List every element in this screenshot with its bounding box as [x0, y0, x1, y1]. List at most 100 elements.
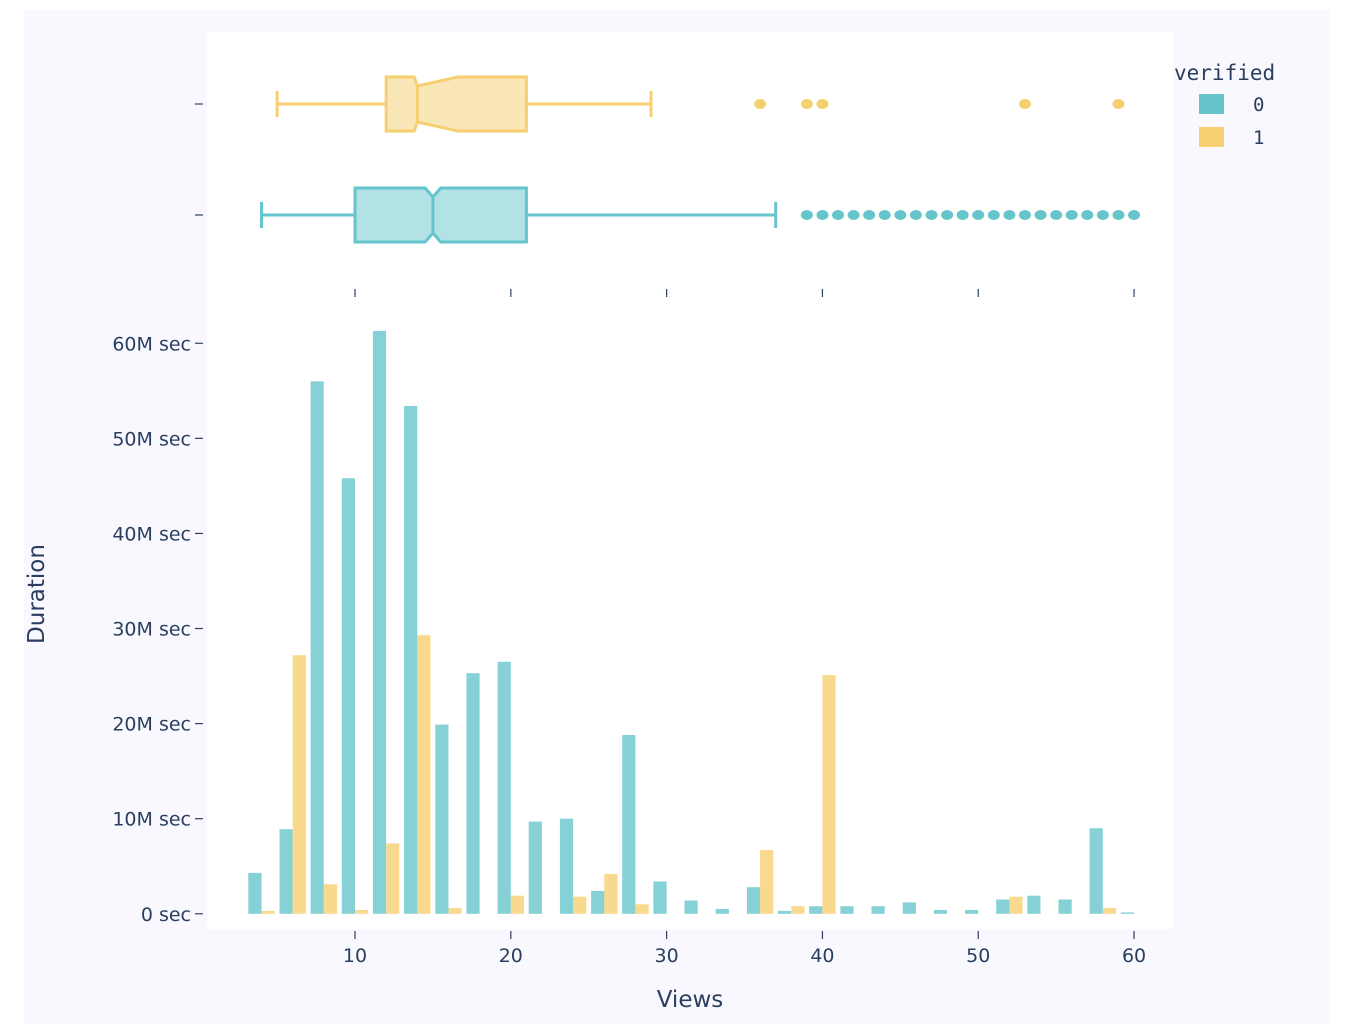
bar-verified-0-x46[interactable]	[902, 902, 916, 914]
bar-verified-0-x42[interactable]	[840, 906, 854, 914]
bar-verified-1-x6[interactable]	[292, 655, 306, 914]
outlier-point[interactable]	[863, 210, 876, 220]
bar-verified-1-x36[interactable]	[760, 850, 774, 914]
outlier-point[interactable]	[800, 99, 813, 109]
bar-verified-1-x10[interactable]	[355, 910, 369, 914]
outlier-point[interactable]	[909, 210, 922, 220]
bar-verified-0-x52[interactable]	[996, 899, 1010, 914]
bar-verified-0-x48[interactable]	[933, 910, 947, 914]
bar-verified-1-x38[interactable]	[791, 906, 805, 914]
bar-verified-0-x28[interactable]	[622, 735, 636, 914]
bar-verified-1-x52[interactable]	[1009, 896, 1023, 914]
outlier-point[interactable]	[816, 99, 829, 109]
bar-verified-1-x4[interactable]	[261, 910, 275, 914]
bar-verified-0-x10[interactable]	[341, 478, 355, 914]
bar-verified-0-x50[interactable]	[965, 910, 979, 914]
y-tick-label: 0 sec	[141, 904, 191, 926]
x-tick-label: 40	[810, 945, 834, 967]
outlier-point[interactable]	[1050, 210, 1063, 220]
outlier-point[interactable]	[1112, 210, 1125, 220]
y-axis-title: Duration	[24, 544, 50, 644]
y-tick-label: 30M sec	[112, 619, 191, 641]
bar-verified-0-x8[interactable]	[310, 381, 324, 914]
bar-verified-0-x56[interactable]	[1058, 899, 1072, 914]
outlier-point[interactable]	[878, 210, 891, 220]
bar-verified-0-x26[interactable]	[591, 891, 605, 914]
legend-label-0[interactable]: 0	[1253, 94, 1264, 116]
outlier-point[interactable]	[1018, 99, 1031, 109]
x-axis-title: Views	[657, 987, 724, 1013]
bar-verified-0-x12[interactable]	[372, 330, 387, 914]
outlier-point[interactable]	[816, 210, 829, 220]
box-plot-verified-0[interactable]	[260, 186, 1141, 244]
outlier-point[interactable]	[894, 210, 907, 220]
bar-verified-0-x54[interactable]	[1027, 895, 1041, 914]
outlier-point[interactable]	[1018, 210, 1031, 220]
legend-swatch-0[interactable]	[1199, 94, 1224, 114]
y-tick-label: 10M sec	[112, 809, 191, 831]
outlier-point[interactable]	[1096, 210, 1109, 220]
bar-verified-0-x36[interactable]	[746, 887, 761, 914]
bar-verified-0-x22[interactable]	[528, 821, 542, 914]
outlier-point[interactable]	[941, 210, 954, 220]
x-tick-label: 20	[499, 945, 523, 967]
outlier-point[interactable]	[847, 210, 860, 220]
bar-verified-1-x58[interactable]	[1102, 908, 1117, 914]
outlier-point[interactable]	[1003, 210, 1016, 220]
plot-background	[207, 32, 1173, 929]
x-tick-label: 60	[1122, 945, 1146, 967]
bar-verified-1-x20[interactable]	[510, 895, 524, 914]
bar-verified-0-x24[interactable]	[559, 818, 574, 914]
bar-verified-1-x8[interactable]	[323, 884, 338, 914]
bar-verified-0-x44[interactable]	[871, 906, 885, 914]
histogram-area	[248, 330, 1134, 914]
outlier-point[interactable]	[754, 99, 767, 109]
outlier-point[interactable]	[1128, 210, 1141, 220]
outlier-point[interactable]	[1112, 99, 1125, 109]
box-body[interactable]	[353, 186, 528, 244]
bar-verified-0-x30[interactable]	[653, 881, 667, 914]
x-tick-label: 50	[966, 945, 990, 967]
bar-verified-0-x4[interactable]	[248, 872, 262, 914]
outlier-point[interactable]	[1081, 210, 1094, 220]
bar-verified-1-x28[interactable]	[635, 904, 649, 914]
bar-verified-0-x6[interactable]	[279, 829, 293, 914]
legend-label-1[interactable]: 1	[1253, 127, 1264, 149]
bar-verified-0-x20[interactable]	[497, 661, 511, 914]
outlier-point[interactable]	[1065, 210, 1078, 220]
bar-verified-1-x24[interactable]	[573, 896, 587, 914]
legend-swatch-1[interactable]	[1199, 127, 1224, 147]
outlier-point[interactable]	[1034, 210, 1047, 220]
box-plot-verified-1[interactable]	[275, 75, 1125, 133]
bar-verified-0-x32[interactable]	[684, 900, 698, 914]
bar-verified-1-x14[interactable]	[417, 635, 431, 914]
bar-verified-1-x16[interactable]	[448, 908, 462, 914]
outlier-point[interactable]	[800, 210, 813, 220]
bar-verified-0-x16[interactable]	[435, 724, 449, 914]
outlier-point[interactable]	[972, 210, 985, 220]
bar-verified-0-x58[interactable]	[1089, 828, 1103, 914]
bar-verified-0-x14[interactable]	[404, 406, 418, 914]
bar-verified-1-x40[interactable]	[822, 675, 836, 914]
outlier-point[interactable]	[832, 210, 845, 220]
x-tick-label: 10	[343, 945, 367, 967]
bar-verified-0-x18[interactable]	[466, 673, 480, 914]
outlier-point[interactable]	[956, 210, 969, 220]
y-tick-label: 40M sec	[112, 523, 191, 545]
outlier-point[interactable]	[987, 210, 1000, 220]
bar-verified-0-x60[interactable]	[1120, 912, 1134, 914]
y-tick-label: 20M sec	[112, 714, 191, 736]
axes: 0 sec 10M sec 20M sec 30M sec 40M sec 50M sec…	[112, 103, 1146, 967]
y-tick-label: 60M sec	[112, 333, 191, 355]
legend: verified 0 1	[1174, 61, 1275, 149]
bar-verified-0-x40[interactable]	[809, 906, 823, 914]
bar-verified-0-x38[interactable]	[778, 910, 792, 914]
box-body[interactable]	[384, 75, 528, 133]
bar-verified-0-x34[interactable]	[715, 909, 729, 914]
outlier-point[interactable]	[925, 210, 938, 220]
bar-verified-1-x26[interactable]	[604, 873, 618, 914]
y-tick-label: 50M sec	[112, 428, 191, 450]
bar-verified-1-x12[interactable]	[386, 843, 400, 914]
